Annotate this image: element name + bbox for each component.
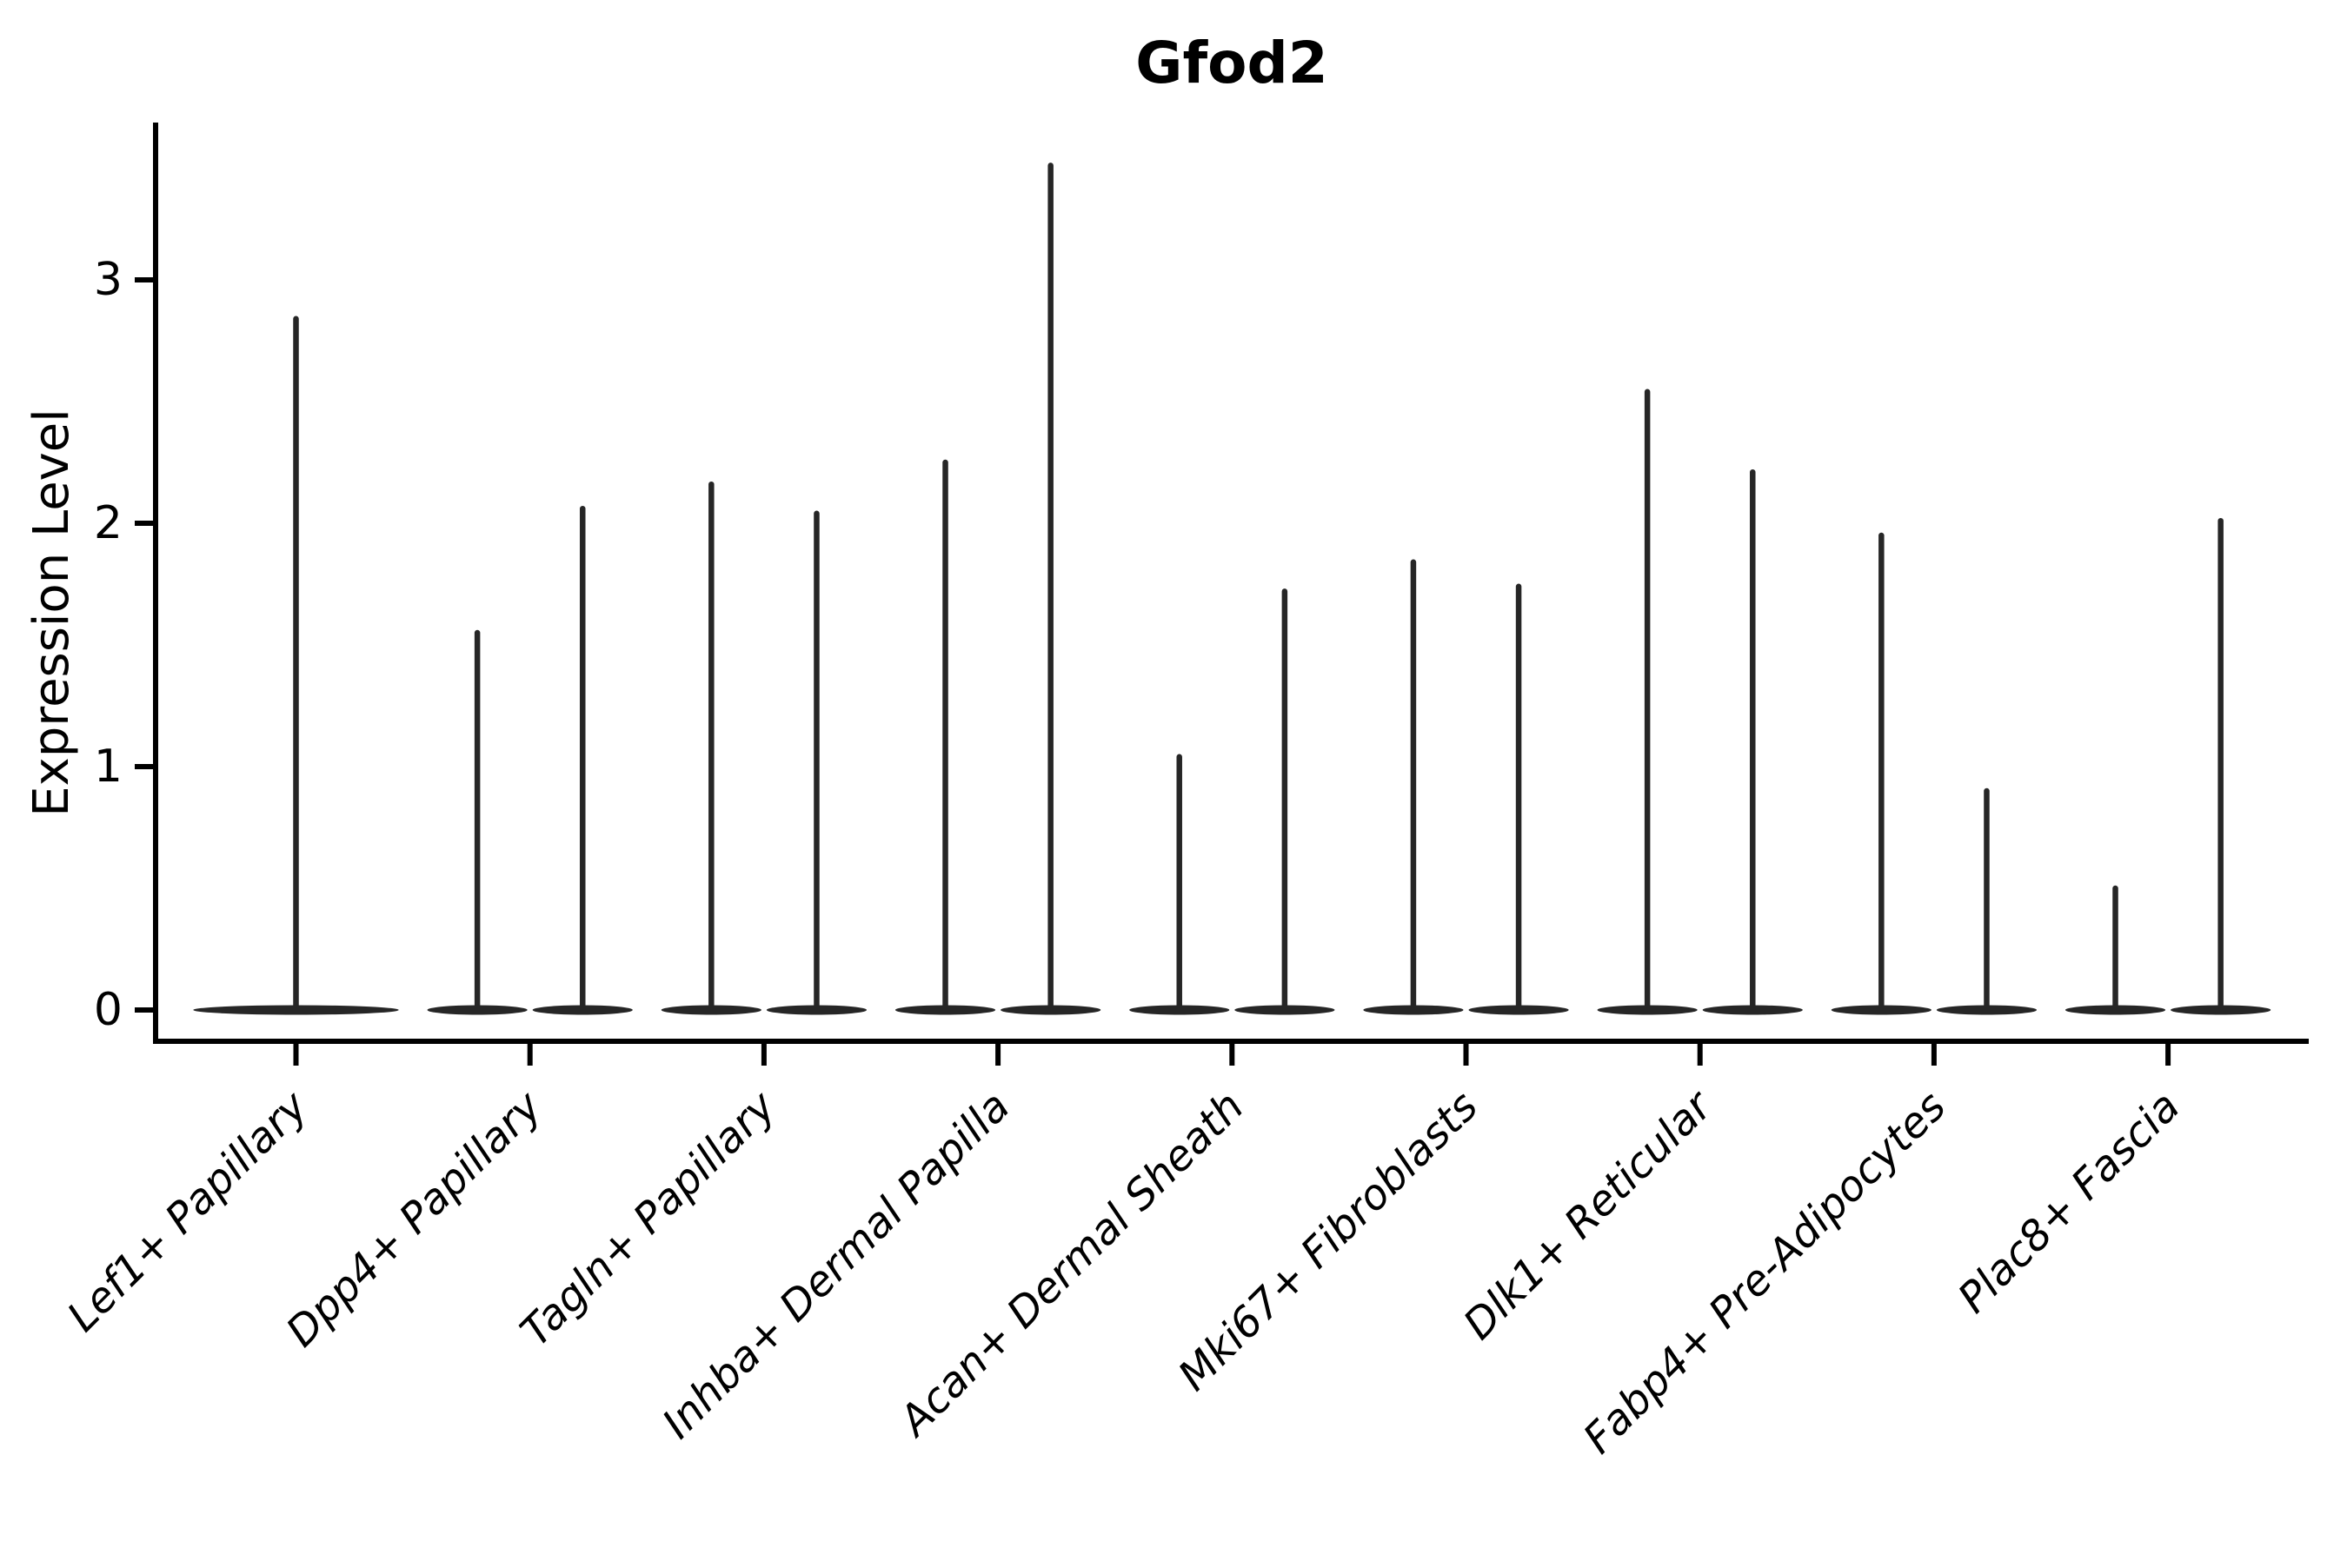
violin-5	[1129, 588, 1335, 1015]
violin-7	[1597, 389, 1803, 1015]
y-axis-ticks	[135, 277, 156, 1013]
x-tick-label: Plac8+ Fascia	[1949, 1082, 2190, 1323]
y-tick-label: 2	[94, 497, 123, 549]
y-axis-tick-labels: 0 1 2 3	[94, 254, 123, 1036]
chart-title: Gfod2	[1135, 30, 1327, 96]
violin-2	[427, 505, 633, 1015]
y-tick-label: 3	[94, 254, 123, 306]
axes-layer	[135, 123, 2309, 1066]
violin-9	[2064, 517, 2271, 1015]
violins-layer	[193, 163, 2271, 1015]
y-tick-label: 0	[94, 984, 123, 1036]
violin-6	[1363, 559, 1569, 1015]
violin-3	[661, 481, 868, 1015]
x-tick-label: Dlk1+ Reticular	[1454, 1080, 1724, 1350]
x-tick-label: Dpp4+ Papillary	[277, 1081, 552, 1356]
x-axis-ticks	[293, 1041, 2171, 1066]
violin-4	[894, 163, 1101, 1015]
violin-8	[1831, 532, 2038, 1015]
x-tick-label: Lef1+ Papillary	[58, 1081, 318, 1341]
violin-1	[193, 316, 399, 1015]
y-axis-label: Expression Level	[23, 409, 80, 817]
y-tick-label: 1	[94, 741, 123, 793]
x-tick-label: Tagln+ Papillary	[511, 1081, 786, 1356]
